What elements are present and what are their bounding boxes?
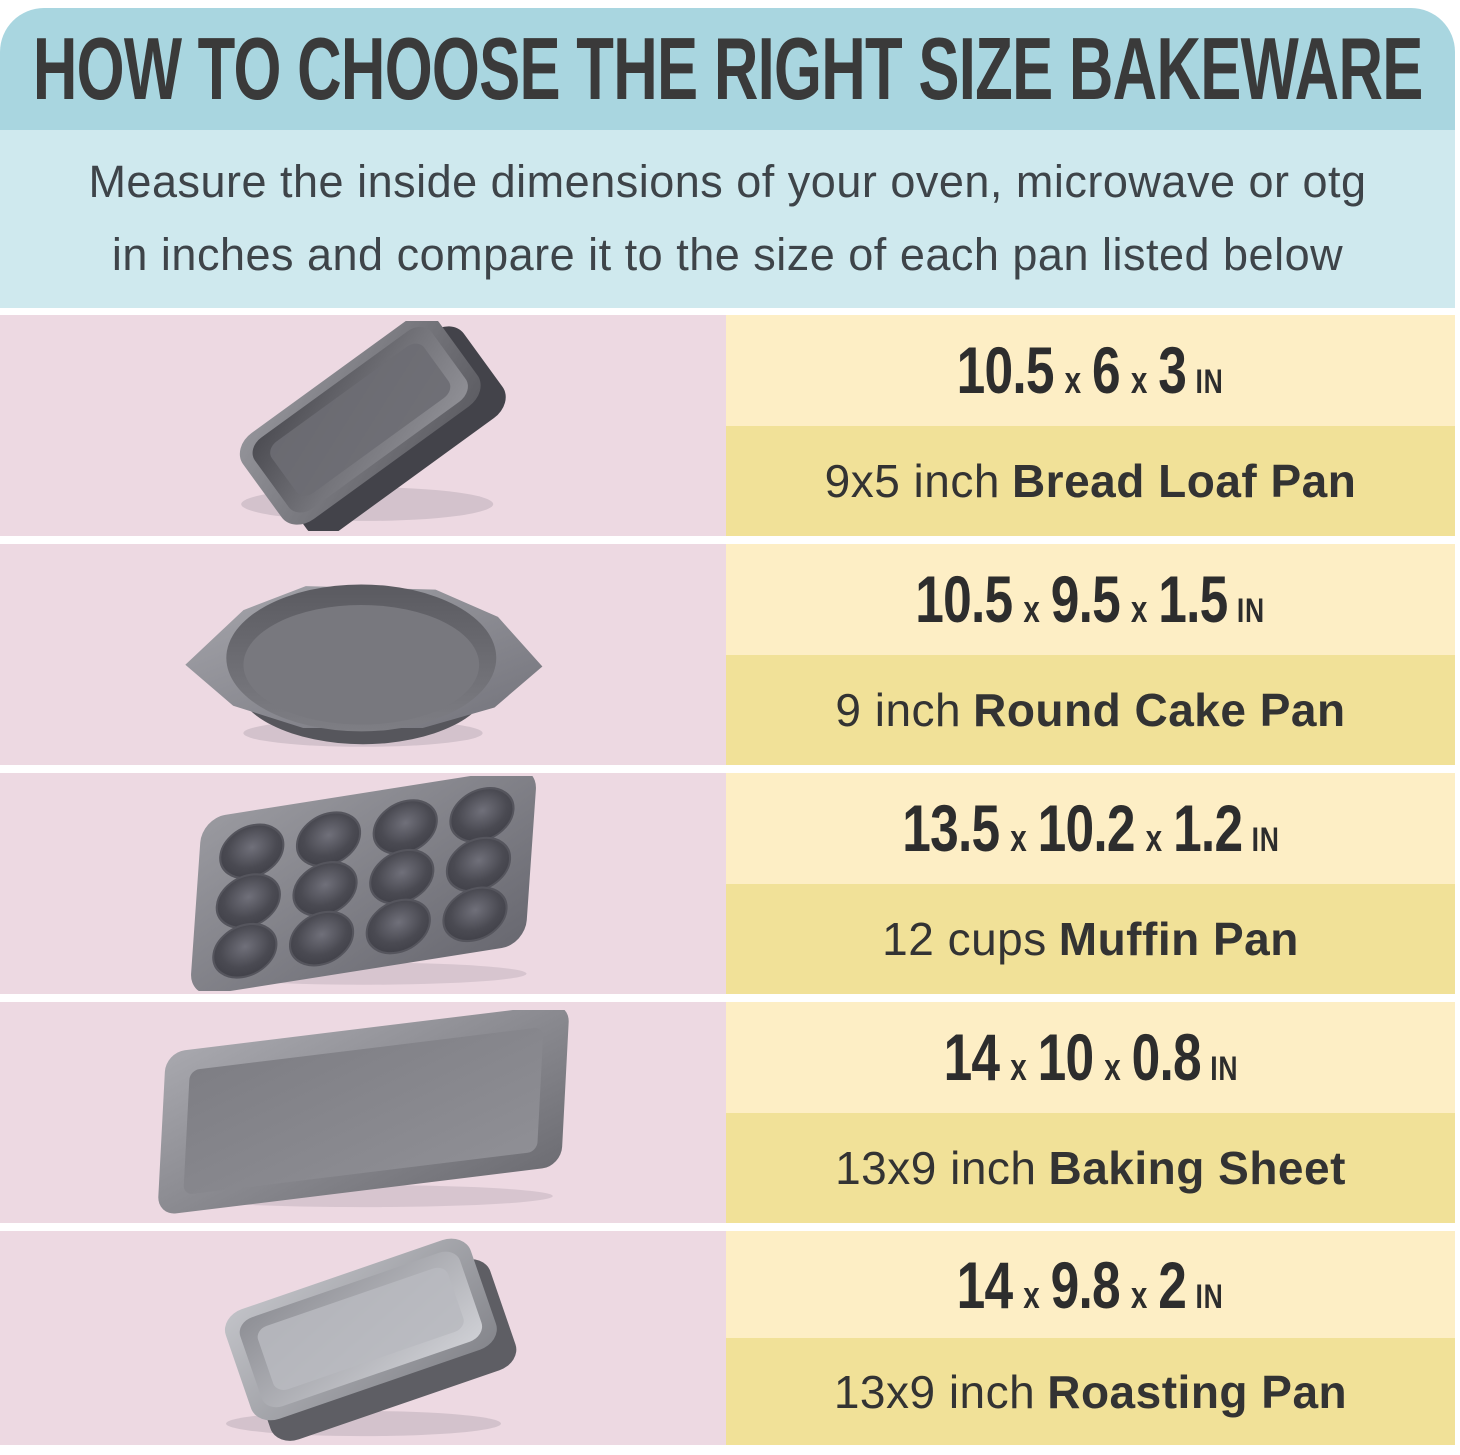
dimension-value: 9.5 (1051, 562, 1121, 637)
dimension-unit: IN (1237, 592, 1266, 631)
dimension-value: 10.2 (1037, 791, 1135, 866)
dimension-separator: x (1131, 1274, 1148, 1317)
pan-info-cell: 13.5 x 10.2 x 1.2 IN 12 cups Muffin Pan (726, 773, 1455, 994)
pan-photo-cell (0, 544, 726, 765)
dimension-value: 6 (1092, 333, 1121, 408)
bread-loaf-pan-image (239, 320, 506, 531)
pan-name-label: Baking Sheet (1048, 1141, 1346, 1194)
pan-dimensions: 14 x 10 x 0.8 IN (943, 1019, 1238, 1095)
dimension-value: 3 (1158, 333, 1188, 408)
pan-photo-cell (0, 773, 726, 994)
pan-dimensions: 10.5 x 6 x 3 IN (957, 332, 1224, 408)
pan-name-label: Roasting Pan (1047, 1365, 1348, 1418)
pan-dimensions-band: 10.5 x 6 x 3 IN (726, 315, 1455, 426)
pan-dimensions: 13.5 x 10.2 x 1.2 IN (902, 790, 1279, 866)
row-round-cake-pan: 10.5 x 9.5 x 1.5 IN 9 inch Round Cake Pan (0, 544, 1455, 765)
pan-dimensions-band: 14 x 9.8 x 2 IN (726, 1231, 1455, 1338)
pan-size-label: 13x9 inch (833, 1365, 1036, 1418)
pan-size-label: 9 inch (835, 683, 962, 736)
pan-size-label: 9x5 inch (824, 454, 1000, 507)
pan-name-band: 12 cups Muffin Pan (726, 883, 1455, 994)
dimension-value: 2 (1158, 1247, 1188, 1322)
pan-info-cell: 10.5 x 9.5 x 1.5 IN 9 inch Round Cake Pan (726, 544, 1455, 765)
roasting-pan-image (224, 1238, 516, 1441)
pan-name: 13x9 inch Roasting Pan (834, 1365, 1347, 1419)
dimension-separator: x (1009, 1047, 1027, 1090)
pan-photo-cell (0, 1231, 726, 1445)
pan-name: 9 inch Round Cake Pan (835, 683, 1345, 737)
pan-photo-cell (0, 315, 726, 536)
pan-size-label: 12 cups (882, 912, 1047, 965)
dimension-unit: IN (1251, 821, 1280, 860)
dimension-value: 1.5 (1158, 562, 1229, 637)
row-muffin-pan: 13.5 x 10.2 x 1.2 IN 12 cups Muffin Pan (0, 773, 1455, 994)
pan-size-label: 13x9 inch (835, 1141, 1037, 1194)
pan-dimensions: 14 x 9.8 x 2 IN (957, 1247, 1224, 1323)
pan-name: 9x5 inch Bread Loaf Pan (825, 454, 1357, 508)
pan-name-band: 9 inch Round Cake Pan (726, 654, 1455, 765)
dimension-value: 1.2 (1172, 791, 1243, 866)
pan-dimensions-band: 10.5 x 9.5 x 1.5 IN (726, 544, 1455, 655)
baking-sheet-image (157, 1010, 569, 1214)
row-bread-loaf-pan: 10.5 x 6 x 3 IN 9x5 inch Bread Loaf Pan (0, 315, 1455, 536)
pan-dimensions-band: 14 x 10 x 0.8 IN (726, 1002, 1455, 1113)
pan-photo-cell (0, 1002, 726, 1223)
dimension-value: 13.5 (901, 791, 1000, 866)
dimension-value: 10.5 (915, 562, 1014, 637)
pan-name-label: Muffin Pan (1058, 912, 1299, 965)
pan-name-band: 13x9 inch Baking Sheet (726, 1112, 1455, 1223)
dimension-value: 10.5 (957, 333, 1055, 408)
dimension-separator: x (1023, 589, 1041, 632)
dimension-separator: x (1065, 360, 1082, 403)
pan-name-band: 9x5 inch Bread Loaf Pan (726, 425, 1455, 536)
bakeware-rows: 10.5 x 6 x 3 IN 9x5 inch Bread Loaf Pan (0, 315, 1455, 1445)
muffin-pan-image (190, 776, 536, 991)
pan-info-cell: 10.5 x 6 x 3 IN 9x5 inch Bread Loaf Pan (726, 315, 1455, 536)
pan-info-cell: 14 x 10 x 0.8 IN 13x9 inch Baking Sheet (726, 1002, 1455, 1223)
pan-name: 13x9 inch Baking Sheet (835, 1141, 1346, 1195)
pan-dimensions: 10.5 x 9.5 x 1.5 IN (916, 561, 1266, 637)
dimension-separator: x (1023, 1274, 1041, 1317)
intro-band: Measure the inside dimensions of your ov… (0, 130, 1455, 308)
dimension-value: 14 (943, 1020, 999, 1095)
dimension-separator: x (1131, 360, 1148, 403)
dimension-value: 0.8 (1131, 1020, 1201, 1095)
dimension-unit: IN (1209, 1050, 1238, 1089)
dimension-value: 10 (1037, 1020, 1093, 1095)
row-baking-sheet: 14 x 10 x 0.8 IN 13x9 inch Baking Sheet (0, 1002, 1455, 1223)
intro-line-2: in inches and compare it to the size of … (111, 229, 1344, 280)
dimension-unit: IN (1195, 363, 1224, 402)
pan-name-band: 13x9 inch Roasting Pan (726, 1338, 1455, 1445)
pan-dimensions-band: 13.5 x 10.2 x 1.2 IN (726, 773, 1455, 884)
dimension-value: 14 (957, 1247, 1013, 1322)
round-cake-pan-image (185, 584, 543, 747)
intro-line-1: Measure the inside dimensions of your ov… (88, 156, 1367, 208)
pan-name-label: Bread Loaf Pan (1011, 454, 1357, 507)
page-title: HOW TO CHOOSE THE RIGHT SIZE BAKEWARE (32, 19, 1424, 118)
dimension-separator: x (1009, 818, 1027, 861)
row-roasting-pan: 14 x 9.8 x 2 IN 13x9 inch Roasting Pan (0, 1231, 1455, 1445)
dimension-separator: x (1103, 1047, 1121, 1090)
dimension-unit: IN (1195, 1277, 1224, 1316)
header-band: HOW TO CHOOSE THE RIGHT SIZE BAKEWARE (0, 8, 1455, 130)
dimension-separator: x (1145, 818, 1162, 861)
pan-name: 12 cups Muffin Pan (882, 912, 1299, 966)
dimension-separator: x (1131, 589, 1148, 632)
pan-name-label: Round Cake Pan (973, 683, 1346, 736)
dimension-value: 9.8 (1051, 1247, 1121, 1322)
pan-info-cell: 14 x 9.8 x 2 IN 13x9 inch Roasting Pan (726, 1231, 1455, 1445)
